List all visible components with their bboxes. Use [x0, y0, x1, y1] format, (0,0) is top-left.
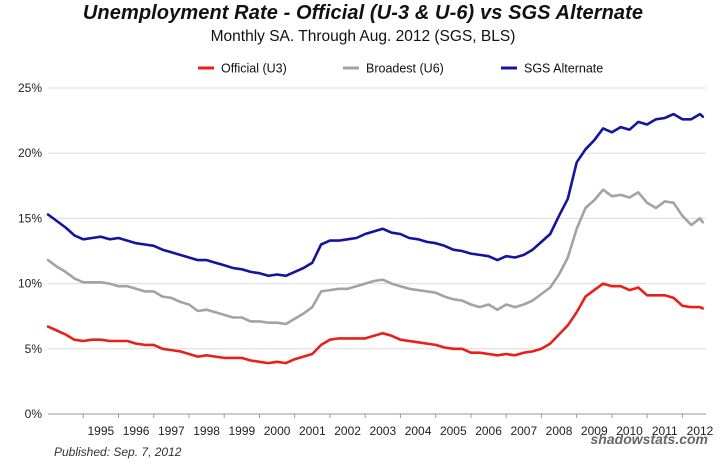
x-tick-label: 2006 [475, 424, 502, 438]
x-tick-label: 2011 [652, 424, 678, 438]
x-tick-label: 1999 [228, 424, 255, 438]
x-tick-label: 2002 [334, 424, 361, 438]
series-line [46, 188, 705, 326]
x-axis-ticks: 1995 1996 1997 1998 1999 2000 2001 2002 2003 2004… [82, 414, 714, 438]
legend-label: Broadest (U6) [366, 62, 444, 76]
legend-label: SGS Alternate [524, 62, 603, 76]
chart-title: Unemployment Rate - Official (U-3 & U-6)… [82, 2, 644, 24]
x-tick-label: 2008 [546, 424, 573, 438]
legend-label: Official (U3) [221, 62, 287, 76]
y-tick-label: 0% [25, 407, 43, 421]
gridlines [48, 87, 706, 415]
x-tick-label: 1995 [88, 424, 115, 438]
y-tick-label: 20% [18, 146, 42, 160]
x-tick-label: 2004 [405, 424, 432, 438]
published-date: Published: Sep. 7, 2012 [54, 445, 182, 459]
x-tick-label: 2001 [299, 424, 326, 438]
brand-watermark: shadowstats.com [591, 431, 708, 447]
x-tick-label: 1998 [193, 424, 220, 438]
y-tick-label: 5% [25, 342, 43, 356]
series-line [46, 282, 705, 365]
x-tick-label: 2010 [616, 424, 643, 438]
y-axis-ticks: 0% 5% 10% 15% 20% 25% [18, 81, 42, 421]
series-line [46, 112, 705, 278]
x-tick-label: 2012 [687, 424, 714, 438]
y-tick-label: 15% [18, 211, 42, 225]
x-tick-label: 1996 [123, 424, 150, 438]
x-tick-label: 2003 [369, 424, 396, 438]
x-tick-label: 1997 [158, 424, 185, 438]
legend: Official (U3) Broadest (U6) SGS Alternate [198, 62, 603, 76]
y-tick-label: 10% [18, 277, 42, 291]
x-tick-label: 2009 [581, 424, 608, 438]
x-tick-label: 2005 [440, 424, 467, 438]
x-tick-label: 2000 [264, 424, 291, 438]
y-tick-label: 25% [18, 81, 42, 95]
series-lines [46, 112, 705, 365]
chart-subtitle: Monthly SA. Through Aug. 2012 (SGS, BLS) [210, 28, 516, 45]
x-tick-label: 2007 [510, 424, 537, 438]
